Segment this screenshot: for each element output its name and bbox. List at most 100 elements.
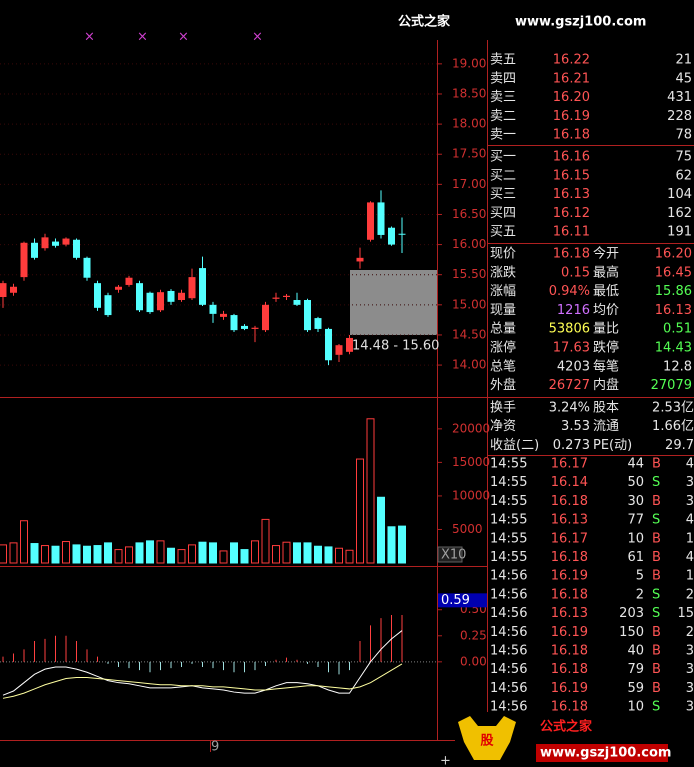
trade-side: S [652,475,660,490]
stat-label: 最高 [593,264,619,280]
candle-body [115,286,122,290]
candle-body [188,277,196,299]
trade-side: S [652,606,660,621]
trade-price: 16.19 [551,625,588,640]
candle-body [146,292,154,313]
trade-price: 16.18 [551,494,588,509]
fund-label: 收益(二) [490,438,539,453]
footer-url: www.gszj100.com [540,746,671,761]
candle-body [272,297,280,299]
y-tick-label: 14.50 [452,327,486,341]
header-brand: 公式之家 [398,14,451,30]
book-price: 16.20 [553,90,590,105]
trade-count: 3 [686,475,694,490]
trade-volume: 61 [627,550,644,565]
fund-value: 3.24% [549,401,590,416]
volume-bar [177,549,186,564]
footer-url-bg [536,744,668,762]
candle-body [388,227,395,245]
book-label: 卖五 [490,53,516,68]
scale-label: X10 [441,548,466,563]
range-label: 14.48 - 15.60 [352,339,439,354]
trade-time: 14:56 [490,569,527,584]
volume-bar [51,545,60,564]
volume-bar [198,541,207,564]
candle-body [377,202,385,235]
stat-value: 0.15 [561,265,590,280]
trade-count: 1 [686,531,694,546]
candle-body [346,337,353,352]
candle-body [157,292,164,311]
stat-value: 0.94% [549,284,590,299]
candle-body [356,257,364,262]
book-volume: 75 [675,150,692,165]
book-label: 卖四 [490,71,516,86]
trade-time: 14:56 [490,587,527,602]
stat-label: 涨跌 [490,264,516,280]
candle-body [104,295,112,316]
trade-side: B [652,494,661,509]
candle-body [52,241,59,246]
trade-count: 3 [686,494,694,509]
volume-bar [114,549,123,564]
candle-body [335,345,343,355]
stat-value: 14.43 [655,341,692,356]
trade-time: 14:56 [490,700,527,715]
book-label: 卖三 [490,90,516,105]
volume-bar [30,543,39,564]
fund-value: 29.7 [665,438,694,453]
y-tick-label: 15.50 [452,267,486,281]
book-price: 16.22 [553,53,590,68]
trade-side: S [652,587,660,602]
fund-label: 股本 [593,401,619,416]
fund-label: 流通 [593,419,619,434]
candle-body [20,242,28,278]
volume-bar [387,526,396,564]
trade-time: 14:56 [490,644,527,659]
volume-bar [303,542,312,564]
marker: × [178,30,189,45]
volume-bar [72,544,81,564]
volume-bar [104,542,112,564]
stat-label: 内盘 [593,377,619,393]
stat-label: 总笔 [490,358,516,374]
stat-value: 1216 [557,303,590,318]
trade-price: 16.18 [551,700,588,715]
volume-bar [20,520,28,564]
book-label: 买二 [490,168,516,183]
volume-bar [356,458,364,564]
book-label: 卖一 [490,128,516,143]
volume-bar [293,542,301,564]
trade-volume: 59 [627,681,644,696]
dea-line [2,663,403,699]
volume-bar [335,547,343,564]
book-price: 16.13 [553,187,590,202]
scale-box [437,546,463,563]
volume-bar [219,550,228,564]
y-tick-label: 14.00 [452,358,486,372]
stat-label: 总量 [490,322,516,337]
y-tick-label: 16.00 [452,237,486,251]
trade-volume: 5 [636,569,644,584]
stat-value: 26727 [549,378,590,393]
trade-side: B [652,662,661,677]
trade-time: 14:55 [490,475,527,490]
trade-time: 14:55 [490,550,527,565]
candle-body [283,295,290,297]
trade-count: 3 [686,700,694,715]
book-label: 买四 [490,206,516,221]
stat-label: 现量 [490,303,516,318]
candle-body [167,290,175,302]
stat-label: 每笔 [593,358,619,374]
stat-value: 17.63 [553,341,590,356]
volume-bar [282,541,291,564]
trade-time: 14:56 [490,662,527,677]
stat-label: 最低 [593,284,619,299]
trade-volume: 30 [627,494,644,509]
fund-value: 1.66亿 [652,419,694,434]
marker: × [137,30,148,45]
trade-count: 3 [686,681,694,696]
fund-label: 净资 [490,419,516,434]
trade-price: 16.18 [551,644,588,659]
